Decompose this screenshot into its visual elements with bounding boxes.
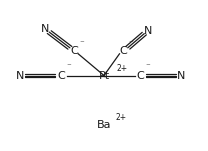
Text: N: N <box>144 26 153 36</box>
Text: ⁻: ⁻ <box>129 39 133 48</box>
Text: N: N <box>177 71 186 80</box>
Text: N: N <box>16 71 25 80</box>
Text: C: C <box>120 46 128 56</box>
Text: ⁻: ⁻ <box>79 39 84 48</box>
Text: 2+: 2+ <box>117 64 128 73</box>
Text: ⁻: ⁻ <box>145 63 150 72</box>
Text: ⁻: ⁻ <box>67 63 71 72</box>
Text: Pt: Pt <box>98 71 110 80</box>
Text: C: C <box>70 46 78 56</box>
Text: Ba: Ba <box>97 120 111 130</box>
Text: C: C <box>136 71 144 80</box>
Text: C: C <box>58 71 66 80</box>
Text: N: N <box>41 24 49 34</box>
Text: 2+: 2+ <box>115 113 126 122</box>
